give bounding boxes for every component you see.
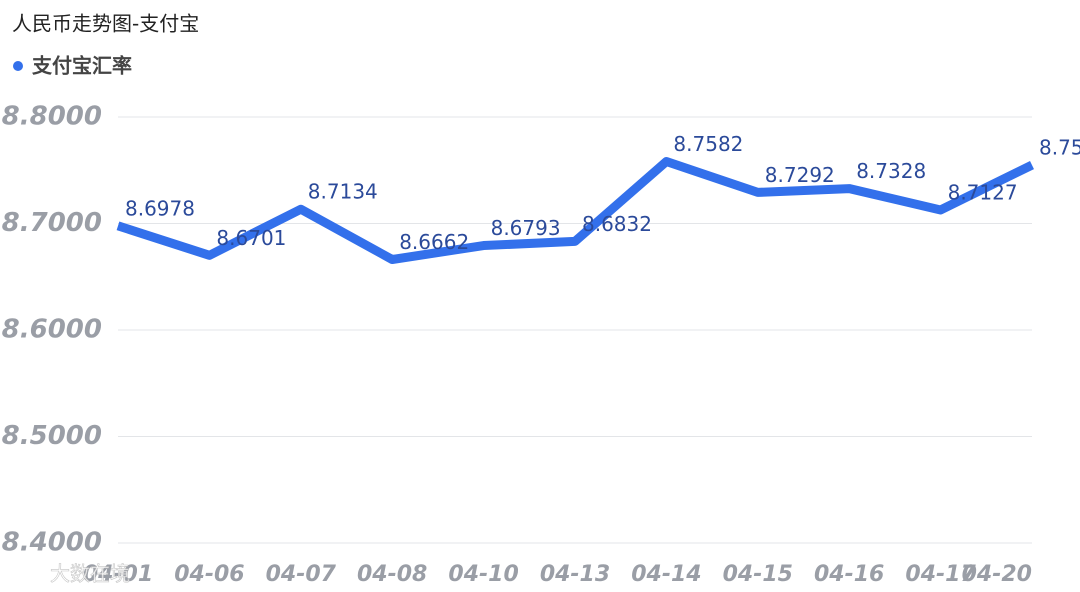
value-label: 8.7292 bbox=[765, 163, 835, 187]
x-tick-label: 04-20 bbox=[962, 562, 1032, 587]
x-tick-label: 04-16 bbox=[814, 562, 884, 587]
value-label: 8.7549 bbox=[1039, 136, 1080, 160]
x-tick-label: 04-10 bbox=[448, 562, 518, 587]
x-tick-label: 04-07 bbox=[266, 562, 337, 587]
y-tick-label: 8.8000 bbox=[2, 102, 102, 132]
x-tick-label: 04-13 bbox=[540, 562, 610, 587]
y-tick-label: 8.7000 bbox=[2, 208, 102, 238]
legend-marker bbox=[13, 61, 23, 71]
value-label: 8.7582 bbox=[673, 132, 743, 156]
x-tick-label: 04-17 bbox=[905, 562, 976, 587]
x-tick-label: 04-06 bbox=[174, 562, 244, 587]
x-tick-label: 04-08 bbox=[357, 562, 427, 587]
legend-label: 支付宝汇率 bbox=[32, 54, 132, 78]
value-label: 8.6793 bbox=[491, 216, 561, 240]
value-label: 8.6832 bbox=[582, 212, 652, 236]
value-label: 8.7127 bbox=[948, 180, 1018, 204]
y-tick-label: 8.6000 bbox=[2, 315, 102, 345]
x-tick-label: 04-01 bbox=[83, 562, 153, 587]
chart-title: 人民币走势图-支付宝 bbox=[12, 12, 199, 36]
value-label: 8.7328 bbox=[856, 159, 926, 183]
y-tick-label: 8.5000 bbox=[2, 421, 102, 451]
value-label: 8.6662 bbox=[399, 230, 469, 254]
watermark: 大数在境 bbox=[50, 562, 130, 586]
value-label: 8.6701 bbox=[216, 226, 286, 250]
data-line bbox=[116, 157, 1034, 264]
value-label: 8.6978 bbox=[125, 196, 195, 220]
x-tick-label: 04-14 bbox=[631, 562, 701, 587]
value-label: 8.7134 bbox=[308, 180, 378, 204]
x-tick-label: 04-15 bbox=[723, 562, 793, 587]
y-tick-label: 8.4000 bbox=[2, 528, 102, 558]
